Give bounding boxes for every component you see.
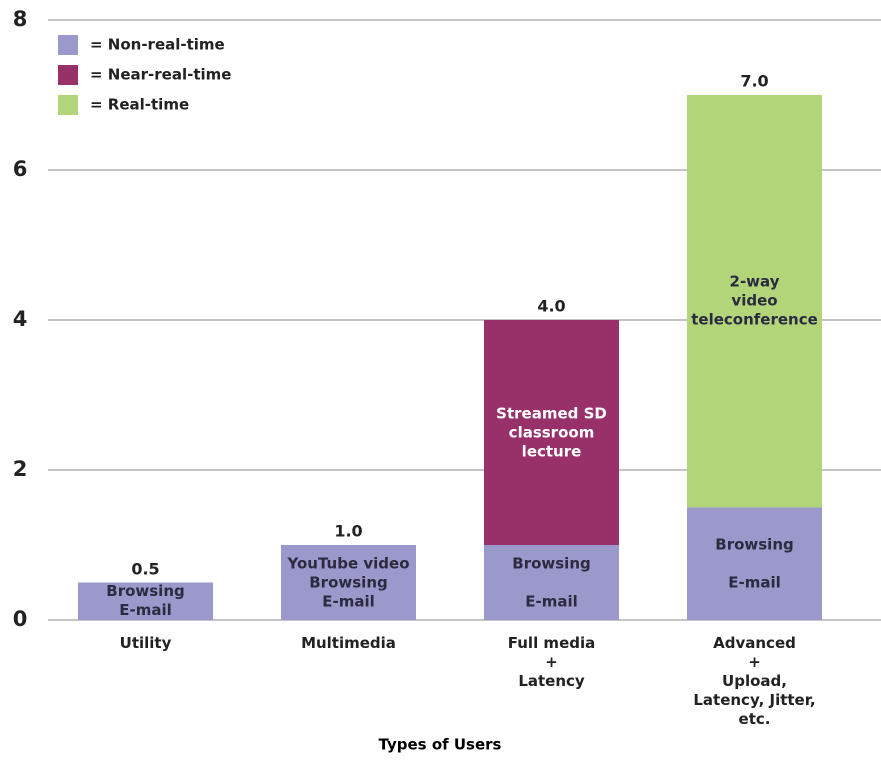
y-tick-label: 2: [13, 457, 28, 481]
bar-segment: [78, 582, 213, 620]
bar-segment: [281, 545, 416, 620]
bar-segment: [687, 507, 822, 620]
segment-label: YouTube video Browsing E-mail: [287, 554, 410, 610]
legend-label: = Near-real-time: [90, 66, 231, 84]
bar-segment: [687, 95, 822, 508]
segment-label: Browsing E-mail: [106, 582, 185, 620]
total-label: 7.0: [740, 71, 769, 91]
segment-label: Browsing E-mail: [715, 535, 794, 592]
segment-label: Browsing E-mail: [512, 554, 591, 610]
legend-label: = Non-real-time: [90, 36, 225, 54]
x-tick-label: Utility: [119, 634, 172, 652]
total-label: 4.0: [537, 296, 566, 316]
y-tick-label: 6: [13, 157, 28, 181]
legend-swatch: [58, 95, 78, 115]
y-tick-label: 0: [13, 607, 28, 631]
legend-label: = Real-time: [90, 96, 189, 114]
total-label: 1.0: [334, 521, 363, 541]
legend-swatch: [58, 35, 78, 55]
segment-label: 2-way video teleconference: [691, 272, 818, 329]
x-tick-label: Multimedia: [301, 634, 396, 652]
y-tick-label: 8: [13, 7, 28, 31]
y-tick-label: 4: [13, 307, 28, 331]
x-tick-label: Advanced + Upload, Latency, Jitter, etc.: [693, 634, 816, 728]
legend-swatch: [58, 65, 78, 85]
bar-segment: [484, 320, 619, 545]
x-tick-label: Full media + Latency: [507, 634, 596, 690]
total-label: 0.5: [131, 559, 160, 578]
segment-label: Streamed SD classroom lecture: [496, 404, 607, 460]
x-axis-label: Types of Users: [378, 735, 502, 754]
bar-segment: [484, 545, 619, 620]
